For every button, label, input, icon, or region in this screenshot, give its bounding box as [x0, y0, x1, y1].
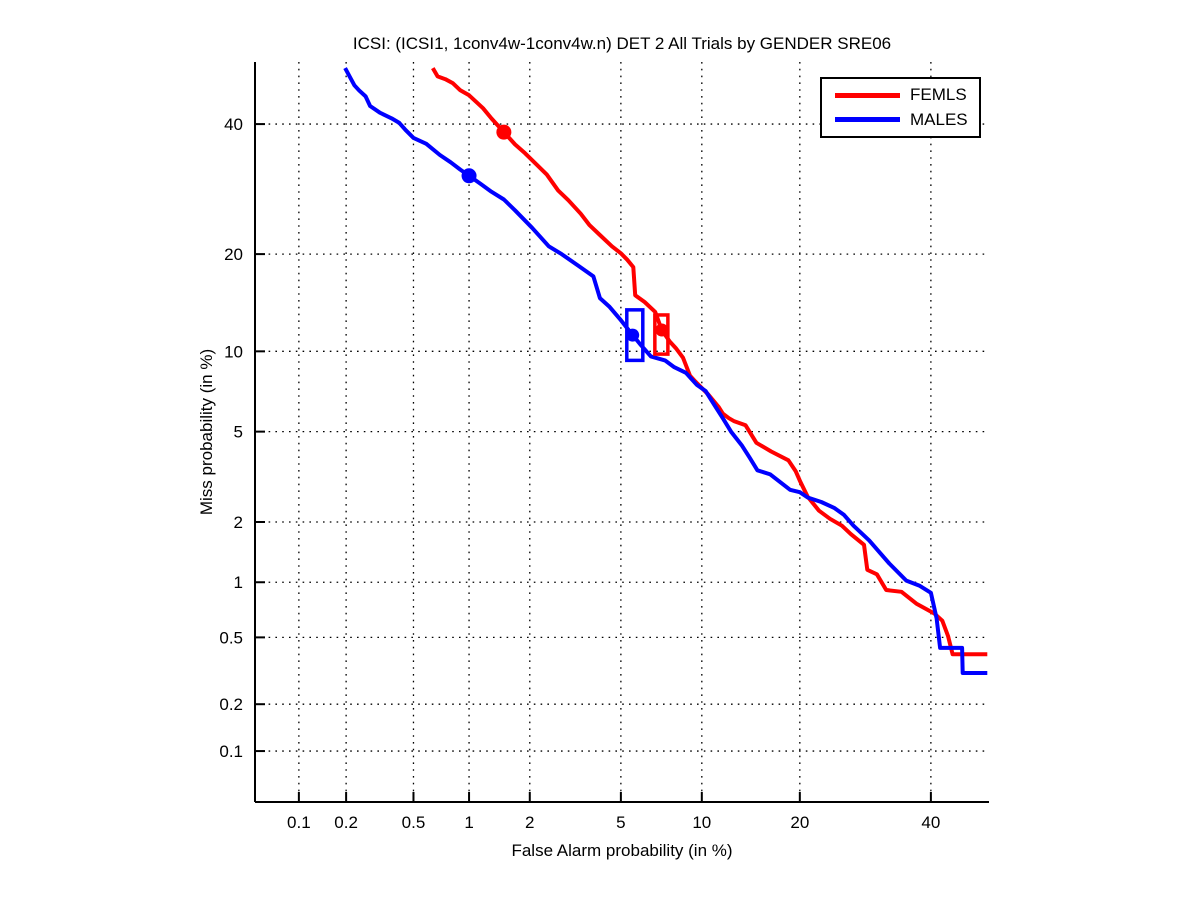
y-tick-label: 0.5	[219, 628, 243, 647]
males-line-swatch	[835, 117, 900, 123]
plot-title: ICSI: (ICSI1, 1conv4w-1conv4w.n) DET 2 A…	[352, 34, 892, 53]
det-curve-males	[343, 67, 988, 675]
x-axis-label: False Alarm probability (in %)	[511, 841, 733, 860]
marker-dot-femls	[655, 323, 669, 337]
y-tick-label: 0.2	[219, 695, 243, 714]
legend-label-males: MALES	[910, 109, 968, 129]
x-tick-label: 40	[921, 813, 940, 832]
marker-dot-males	[626, 328, 640, 342]
x-tick-label: 2	[525, 813, 534, 832]
x-tick-label: 0.5	[402, 813, 426, 832]
det-curve-femls	[431, 67, 988, 657]
y-axis-label: Miss probability (in %)	[197, 348, 216, 516]
x-tick-label: 1	[464, 813, 473, 832]
y-tick-label: 0.1	[219, 742, 243, 761]
y-tick-label: 2	[234, 513, 243, 532]
marker-dot-males	[461, 168, 477, 184]
y-tick-label: 5	[234, 423, 243, 442]
x-tick-label: 0.2	[334, 813, 358, 832]
y-tick-label: 10	[224, 342, 243, 361]
y-tick-label: 40	[224, 115, 243, 134]
y-tick-label: 1	[234, 573, 243, 592]
y-tick-label: 20	[224, 245, 243, 264]
x-tick-label: 0.1	[287, 813, 311, 832]
marker-dot-femls	[496, 124, 512, 140]
legend: FEMLS MALES	[820, 77, 981, 138]
legend-item-femls: FEMLS	[822, 85, 979, 105]
femls-line-swatch	[835, 92, 900, 98]
x-tick-label: 5	[616, 813, 625, 832]
x-tick-label: 10	[692, 813, 711, 832]
x-tick-label: 20	[790, 813, 809, 832]
marker-box-femls	[653, 313, 670, 356]
legend-label-femls: FEMLS	[910, 85, 967, 105]
legend-item-males: MALES	[822, 110, 979, 130]
